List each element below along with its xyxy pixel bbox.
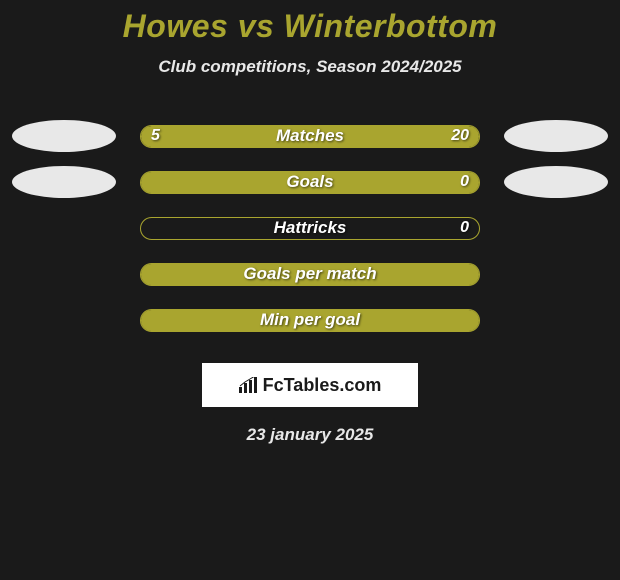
player-avatar-right [504,166,608,198]
stat-value-right: 0 [460,219,469,237]
stat-bar: Goals 0 [140,171,480,194]
stat-value-left: 5 [151,127,160,145]
stat-label: Hattricks [274,218,347,238]
stat-bar: Matches 5 20 [140,125,480,148]
player-avatar-left [12,120,116,152]
stat-row: Min per goal [0,297,620,343]
stat-label: Goals per match [243,264,376,284]
stat-row: Matches 5 20 [0,113,620,159]
player-avatar-right [504,120,608,152]
comparison-widget: Howes vs Winterbottom Club competitions,… [0,0,620,445]
logo-text: FcTables.com [239,375,382,396]
logo-label: FcTables.com [263,375,382,396]
stat-bar: Hattricks 0 [140,217,480,240]
snapshot-date: 23 january 2025 [0,425,620,445]
stat-bar: Min per goal [140,309,480,332]
player-avatar-left [12,166,116,198]
stat-bar: Goals per match [140,263,480,286]
stat-label: Matches [276,126,344,146]
stats-list: Matches 5 20 Goals 0 Hattricks 0 Goals per matc… [0,113,620,343]
stat-value-right: 20 [451,127,469,145]
comparison-subtitle: Club competitions, Season 2024/2025 [0,57,620,77]
stat-row: Goals per match [0,251,620,297]
stat-label: Goals [286,172,333,192]
stat-label: Min per goal [260,310,360,330]
stat-value-right: 0 [460,173,469,191]
chart-icon [239,377,259,393]
stat-row: Goals 0 [0,159,620,205]
stat-row: Hattricks 0 [0,205,620,251]
comparison-title: Howes vs Winterbottom [0,8,620,45]
site-logo[interactable]: FcTables.com [202,363,418,407]
